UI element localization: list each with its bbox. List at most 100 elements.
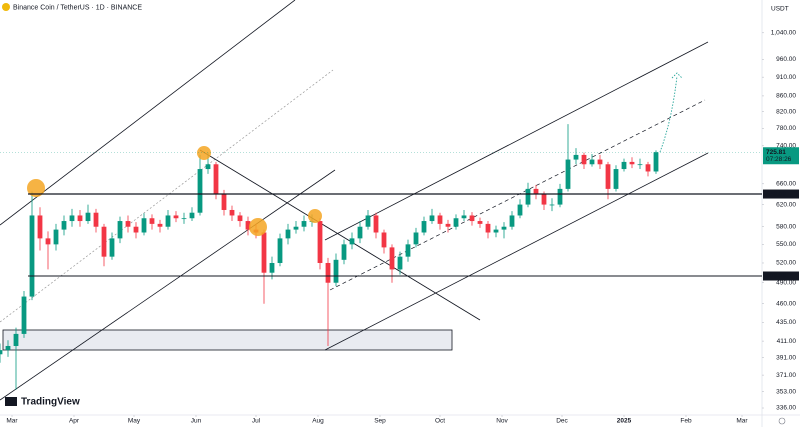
channel-bottom	[324, 152, 709, 351]
candle-body	[53, 229, 59, 245]
candle-body	[373, 215, 379, 233]
candle-body	[413, 232, 419, 245]
price-level-label: 640.00	[766, 191, 786, 198]
y-tick-label: 336.00	[776, 405, 796, 412]
candle-body	[301, 221, 307, 227]
y-tick-label: 460.00	[776, 300, 796, 307]
y-tick-label: 490.00	[776, 279, 796, 286]
candle-body	[357, 226, 363, 239]
candle-body	[477, 221, 483, 224]
candle-body	[573, 154, 579, 160]
candle-body	[421, 221, 427, 233]
candle-body	[533, 188, 539, 195]
candle-body	[645, 164, 651, 172]
y-tick-label: 520.00	[776, 260, 796, 267]
candle-body	[93, 212, 99, 227]
support-zone	[2, 329, 453, 351]
projection-arrow	[671, 72, 683, 79]
y-tick-label: 780.00	[776, 125, 796, 132]
candle-body	[45, 238, 51, 245]
candle-body	[405, 244, 411, 257]
candle-body	[437, 215, 443, 224]
candle-body	[293, 226, 299, 230]
x-tick-label: Jul	[252, 418, 261, 425]
candle-body	[261, 232, 267, 273]
candle-body	[557, 188, 563, 205]
y-tick-label: 391.00	[776, 354, 796, 361]
candle-body	[173, 215, 179, 219]
projection	[659, 75, 678, 153]
candle-body	[229, 209, 235, 216]
candle-body	[589, 159, 595, 165]
candle-body	[101, 226, 107, 257]
candle-body	[621, 161, 627, 170]
axes: 1,040.00 960.00 910.00 860.00 820.00 780.00 74…	[6, 30, 796, 425]
x-tick-label: 2025	[617, 418, 632, 425]
candle-body	[213, 164, 219, 195]
candle-body	[429, 215, 435, 222]
candle-body	[389, 247, 395, 270]
chart-title: Binance Coin / TetherUS · 1D · BINANCE	[13, 4, 142, 11]
countdown: 07:28:26	[766, 156, 792, 163]
x-tick-label: Sep	[374, 418, 386, 425]
candle-body	[221, 194, 227, 210]
annotations	[27, 146, 322, 236]
candle-body	[549, 204, 555, 206]
x-tick-label: Oct	[435, 418, 445, 425]
candle-body	[205, 164, 211, 170]
x-tick-label: Jun	[191, 418, 202, 425]
candle-body	[5, 345, 11, 351]
candle-body	[157, 223, 163, 227]
price-level-label: 500.00	[766, 273, 786, 280]
candle-body	[197, 169, 203, 213]
candle-body	[277, 238, 283, 263]
x-tick-label: Aug	[312, 418, 324, 425]
candle-body	[517, 204, 523, 216]
x-tick-label: Feb	[680, 418, 692, 425]
coin-icon	[2, 3, 10, 11]
candle-body	[613, 169, 619, 189]
candle-body	[325, 262, 331, 283]
candle-body	[317, 221, 323, 263]
candle-body	[69, 215, 75, 222]
candle-body	[565, 159, 571, 189]
candle-body	[341, 244, 347, 260]
candle-body	[605, 164, 611, 189]
candle-body	[133, 226, 139, 233]
candle-body	[501, 226, 507, 230]
candle-body	[21, 296, 27, 334]
y-tick-label: 620.00	[776, 201, 796, 208]
candle-body	[397, 256, 403, 270]
candle-body	[581, 154, 587, 165]
y-tick-label: 550.00	[776, 241, 796, 248]
candle-body	[245, 221, 251, 230]
x-tick-label: Mar	[6, 418, 18, 425]
down-trend-line	[199, 149, 481, 321]
candle-body	[469, 215, 475, 222]
candle-body	[0, 350, 3, 355]
y-tick-label: 660.00	[776, 181, 796, 188]
candle-body	[453, 218, 459, 227]
candle-body	[109, 238, 115, 257]
candle-body	[165, 215, 171, 227]
candle-body	[445, 223, 451, 227]
candle-body	[333, 259, 339, 283]
trend-line	[0, 169, 336, 401]
candle-body	[85, 212, 91, 222]
candle-body	[597, 159, 603, 165]
x-tick-label: Apr	[69, 418, 80, 425]
settings-icon[interactable]	[778, 417, 786, 425]
candle-body	[189, 212, 195, 219]
candle-body	[269, 262, 275, 273]
currency: USDT	[771, 6, 789, 13]
y-tick-label: 740.00	[776, 143, 796, 150]
candle-body	[509, 215, 515, 227]
brand-logo	[5, 397, 17, 406]
y-tick-label: 411.00	[777, 338, 797, 345]
candle-body	[141, 218, 147, 233]
price-level-tag	[763, 189, 799, 199]
candle-body	[29, 215, 35, 297]
candle-body	[237, 215, 243, 222]
